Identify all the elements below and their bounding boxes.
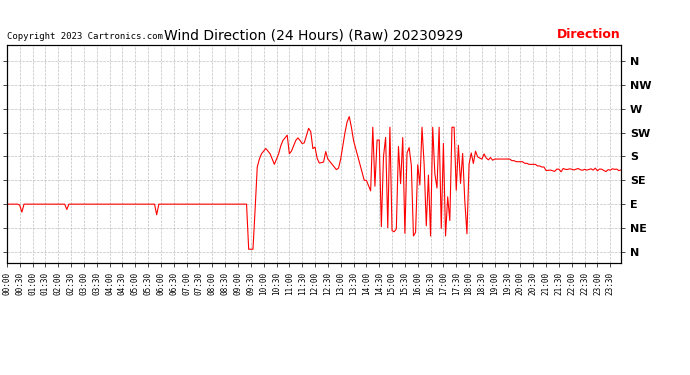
Title: Wind Direction (24 Hours) (Raw) 20230929: Wind Direction (24 Hours) (Raw) 20230929 (164, 28, 464, 42)
Text: Copyright 2023 Cartronics.com: Copyright 2023 Cartronics.com (7, 32, 163, 40)
Text: Direction: Direction (558, 28, 621, 40)
